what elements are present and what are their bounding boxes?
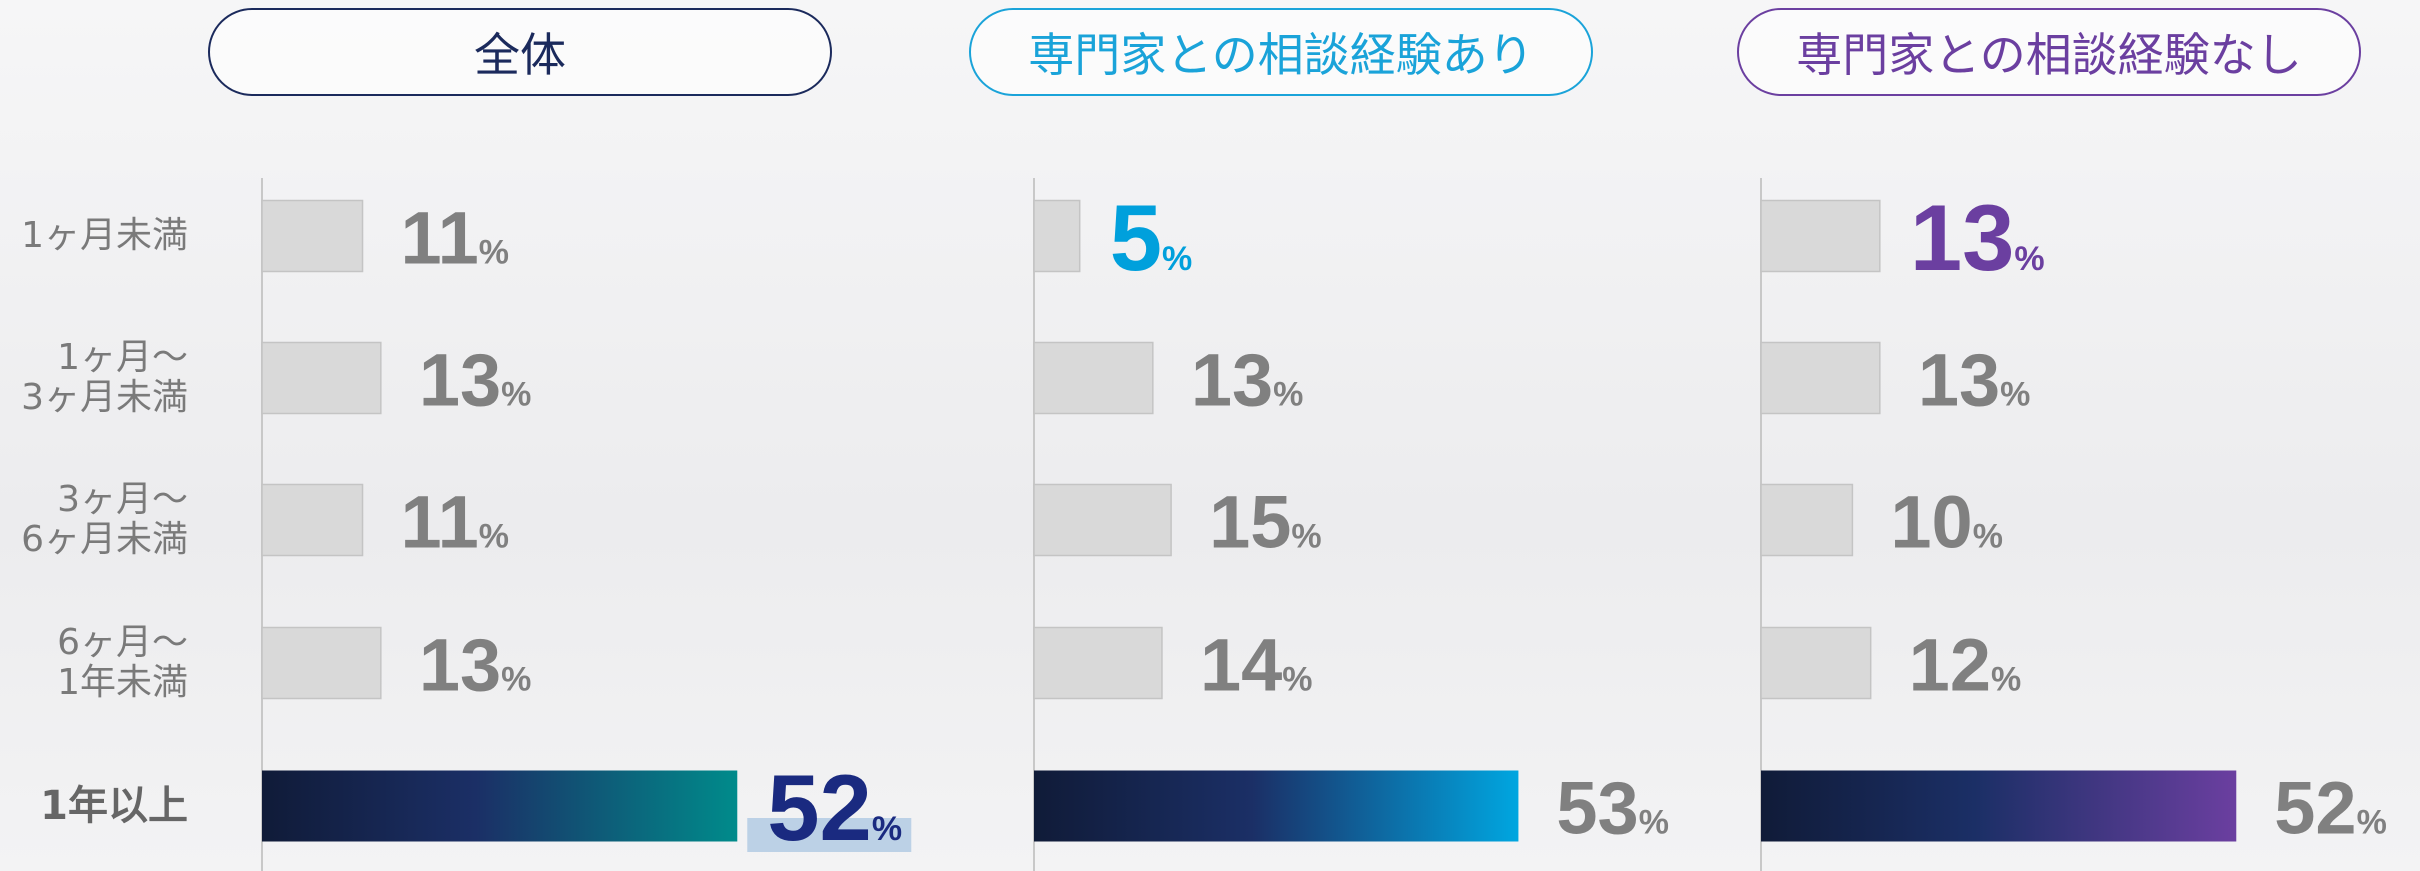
- value-number: 11: [400, 196, 479, 280]
- value-label: 53%: [1556, 766, 1669, 851]
- panel-title: 専門家との相談経験あり: [969, 8, 1593, 96]
- value-label: 13%: [1191, 338, 1304, 423]
- value-number: 13: [418, 338, 502, 422]
- bar: [1761, 770, 2237, 842]
- value-label: 5%: [1110, 184, 1193, 292]
- bar: [1033, 341, 1154, 415]
- value-number: 52: [767, 755, 872, 860]
- bar: [1760, 626, 1872, 700]
- value-unit: %: [2014, 240, 2045, 278]
- value-number: 15: [1209, 480, 1292, 564]
- value-label: 11%: [401, 480, 509, 565]
- value-label: 11%: [401, 196, 509, 281]
- value-unit: %: [871, 810, 903, 848]
- value-unit: %: [501, 660, 532, 699]
- value-unit: %: [1990, 660, 2022, 699]
- value-unit: %: [501, 375, 532, 414]
- value-number: 53: [1556, 766, 1639, 850]
- bar: [261, 626, 382, 700]
- value-unit: %: [478, 517, 509, 556]
- value-number: 13: [418, 623, 502, 707]
- value-unit: %: [478, 233, 509, 272]
- category-label: 1年以上: [40, 783, 188, 829]
- value-unit: %: [1282, 660, 1313, 699]
- value-unit: %: [1273, 375, 1304, 414]
- value-label: 10%: [1890, 480, 2003, 565]
- value-label: 15%: [1209, 480, 1322, 565]
- value-number: 10: [1890, 480, 1973, 564]
- bar: [261, 199, 364, 273]
- bar: [1033, 483, 1172, 557]
- bar: [1033, 626, 1163, 700]
- value-label: 13%: [1910, 184, 2045, 292]
- panel-title: 全体: [208, 8, 832, 96]
- label-highlight: [747, 818, 912, 852]
- category-label: 6ヶ月～ 1年未満: [57, 622, 188, 703]
- value-unit: %: [1638, 803, 1669, 842]
- value-label: 12%: [1909, 623, 2022, 708]
- bar: [261, 341, 382, 415]
- category-label: 3ヶ月～ 6ヶ月未満: [21, 479, 188, 560]
- value-unit: %: [1161, 240, 1193, 278]
- value-number: 14: [1199, 623, 1283, 707]
- value-number: 13: [1909, 185, 2015, 290]
- bar: [262, 770, 738, 842]
- category-label: 1ヶ月～ 3ヶ月未満: [21, 337, 188, 418]
- bar: [1760, 483, 1854, 557]
- value-unit: %: [1972, 517, 2003, 556]
- value-unit: %: [2356, 803, 2387, 842]
- value-number: 13: [1190, 338, 1274, 422]
- value-number: 12: [1908, 623, 1991, 707]
- value-label: 13%: [419, 623, 532, 708]
- value-label: 13%: [1918, 338, 2031, 423]
- value-number: 5: [1109, 185, 1162, 290]
- value-label: 14%: [1200, 623, 1313, 708]
- panel-title: 専門家との相談経験なし: [1737, 8, 2361, 96]
- bar: [261, 483, 364, 557]
- value-number: 52: [2274, 766, 2357, 850]
- bar: [1034, 770, 1519, 842]
- value-label: 52%: [767, 754, 902, 862]
- value-number: 11: [400, 480, 479, 564]
- value-number: 13: [1917, 338, 2001, 422]
- value-label: 13%: [419, 338, 532, 423]
- value-unit: %: [1291, 517, 1322, 556]
- bar: [1033, 199, 1081, 273]
- value-label: 52%: [2274, 766, 2387, 851]
- bar: [1760, 199, 1881, 273]
- value-unit: %: [2000, 375, 2031, 414]
- bar: [1760, 341, 1881, 415]
- category-label: 1ヶ月未満: [21, 215, 188, 256]
